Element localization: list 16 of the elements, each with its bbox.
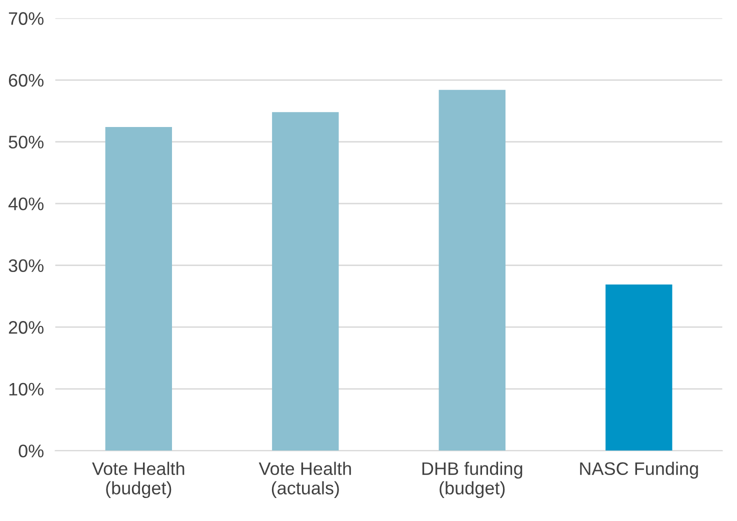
y-tick-label: 70% — [8, 12, 44, 25]
y-tick-label: 20% — [8, 321, 44, 334]
y-tick-label: 50% — [8, 136, 44, 149]
y-tick-label: 40% — [8, 197, 44, 210]
y-tick-label: 0% — [18, 444, 44, 458]
bar — [438, 90, 506, 451]
x-tick-label: NASC Funding — [580, 462, 698, 479]
x-tick-label: Vote Health (actuals) — [258, 462, 351, 498]
y-tick-label: 30% — [8, 259, 44, 272]
x-tick-label: Vote Health (budget) — [92, 462, 184, 498]
y-tick-label: 60% — [8, 74, 44, 87]
x-tick-label: DHB funding (budget) — [422, 462, 522, 498]
y-tick-label: 10% — [9, 382, 44, 396]
bar — [272, 112, 339, 451]
bar — [105, 126, 172, 451]
bar — [606, 284, 672, 451]
